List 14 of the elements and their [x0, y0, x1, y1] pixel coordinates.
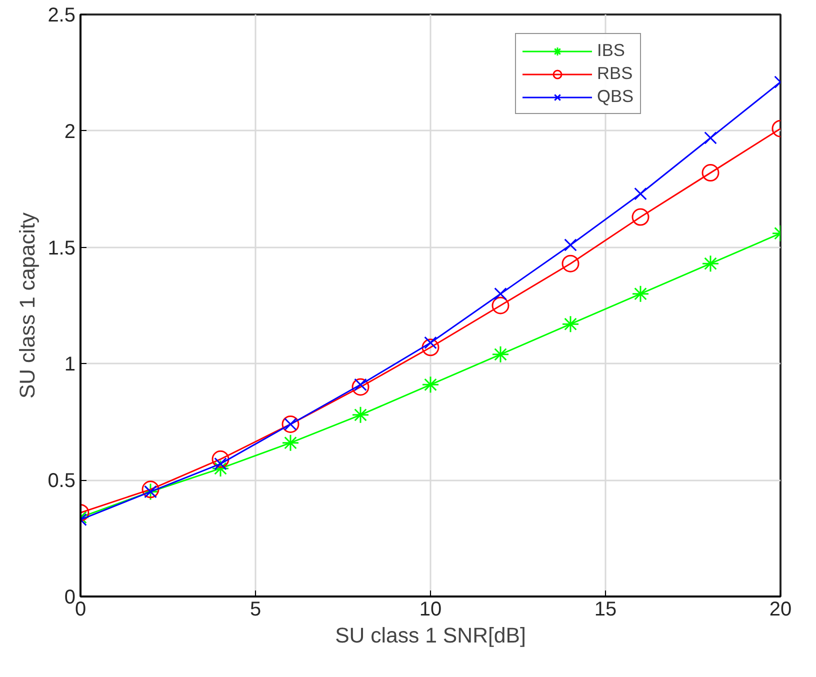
- y-tick-label: 1.5: [48, 237, 76, 260]
- x-tick-label: 5: [250, 598, 262, 620]
- x-tick-label: 10: [419, 598, 442, 620]
- y-tick-label: 2.5: [48, 4, 76, 26]
- y-tick-label: 2: [64, 120, 76, 143]
- y-tick-label: 1: [64, 354, 76, 376]
- x-tick-label: 20: [769, 598, 792, 620]
- y-axis-title: SU class 1 capacity: [16, 212, 40, 399]
- legend-label: RBS: [597, 63, 633, 84]
- x-axis-title: SU class 1 SNR[dB]: [335, 624, 526, 648]
- y-tick-label: 0.5: [48, 470, 76, 492]
- x-tick-label: 15: [594, 598, 617, 620]
- legend-label: QBS: [597, 86, 634, 107]
- legend-label: IBS: [597, 40, 625, 61]
